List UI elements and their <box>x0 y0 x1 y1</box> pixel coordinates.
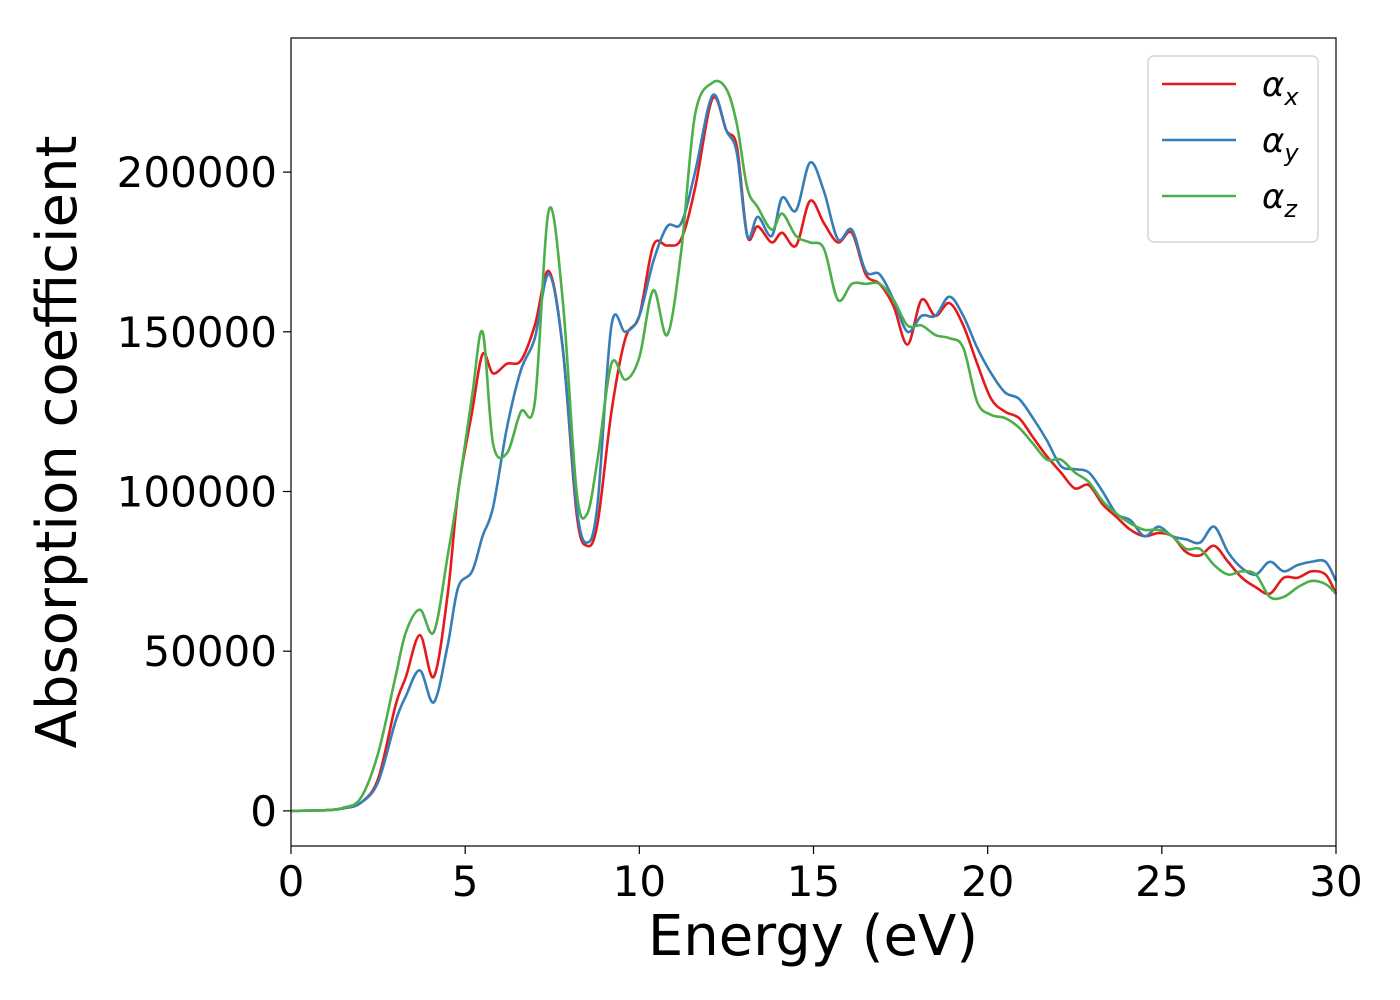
y-axis: 0 50000 100000 150000 200000 <box>117 148 291 836</box>
x-tick-label: 25 <box>1135 857 1188 906</box>
x-tick-label: 20 <box>961 857 1014 906</box>
y-axis-title: Absorption coefficient <box>25 136 90 749</box>
legend-subscript: x <box>1283 83 1299 111</box>
x-tick-label: 30 <box>1309 857 1362 906</box>
x-tick-label: 5 <box>452 857 479 906</box>
series-line-y <box>290 93 1338 813</box>
x-axis: 0 5 10 15 20 25 30 <box>278 846 1363 906</box>
series-line-x <box>290 95 1338 813</box>
legend-symbol: α <box>1262 121 1284 161</box>
legend-label-z: αz <box>1262 177 1298 223</box>
y-tick-label: 50000 <box>143 627 277 676</box>
y-tick-label: 150000 <box>117 308 277 357</box>
x-tick-label: 15 <box>787 857 840 906</box>
legend-label-x: αx <box>1262 65 1299 111</box>
x-tick-label: 0 <box>278 857 305 906</box>
y-tick-label: 200000 <box>117 148 277 197</box>
series-layer <box>290 79 1338 813</box>
x-tick-label: 10 <box>613 857 666 906</box>
y-tick-label: 0 <box>250 787 277 836</box>
series-line-z <box>290 79 1337 813</box>
legend-subscript: y <box>1283 139 1299 167</box>
legend-subscript: z <box>1283 195 1298 223</box>
legend-label-y: αy <box>1262 121 1299 167</box>
legend-symbol: α <box>1262 177 1284 217</box>
y-tick-label: 100000 <box>117 468 277 517</box>
x-axis-title: Energy (eV) <box>648 904 978 969</box>
legend-symbol: α <box>1262 65 1284 105</box>
